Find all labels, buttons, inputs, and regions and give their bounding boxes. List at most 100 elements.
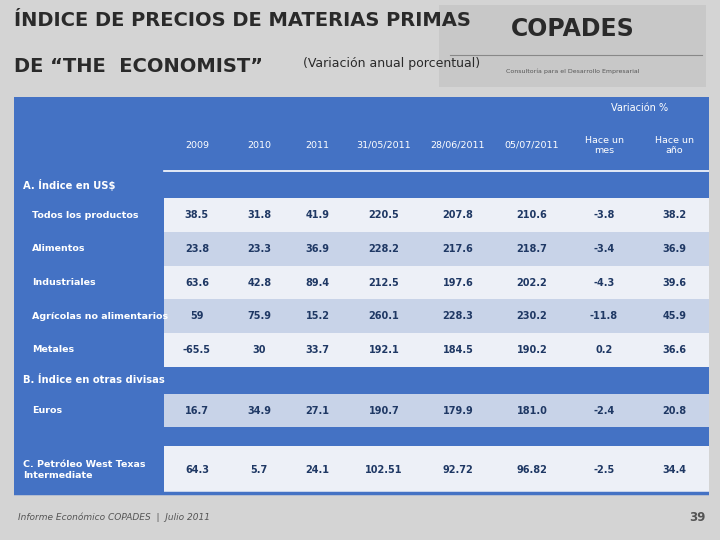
Text: 42.8: 42.8 [247,278,271,287]
Text: COPADES: COPADES [510,17,634,42]
Text: Industriales: Industriales [32,278,95,287]
Bar [439,5,706,87]
Text: 228.2: 228.2 [369,244,400,254]
Bar [14,97,709,120]
Text: -11.8: -11.8 [590,311,618,321]
Bar [163,299,709,333]
Text: 39.6: 39.6 [662,278,686,287]
Text: 38.2: 38.2 [662,210,686,220]
Text: 184.5: 184.5 [443,345,473,355]
Text: A. Índice en US$: A. Índice en US$ [23,179,115,191]
Bar [14,333,163,367]
Bar [163,266,709,299]
Bar [14,446,163,494]
Text: 34.9: 34.9 [247,406,271,416]
Text: 64.3: 64.3 [185,465,209,475]
Text: 31/05/2011: 31/05/2011 [356,141,411,150]
Text: -4.3: -4.3 [593,278,615,287]
Text: 190.7: 190.7 [369,406,400,416]
Text: 39: 39 [689,511,706,524]
Text: 181.0: 181.0 [516,406,547,416]
Text: Informe Económico COPADES  |  Julio 2011: Informe Económico COPADES | Julio 2011 [18,513,210,523]
Text: Hace un
mes: Hace un mes [585,136,624,155]
Text: 217.6: 217.6 [443,244,473,254]
Text: C. Petróleo West Texas
Intermediate: C. Petróleo West Texas Intermediate [23,460,145,480]
Text: Consultoría para el Desarrollo Empresarial: Consultoría para el Desarrollo Empresari… [505,69,639,75]
Text: -3.8: -3.8 [593,210,615,220]
Text: 2011: 2011 [306,141,330,150]
Text: 2010: 2010 [247,141,271,150]
Text: 24.1: 24.1 [306,465,330,475]
Bar [14,198,163,232]
Text: B. Índice en otras divisas: B. Índice en otras divisas [23,375,164,385]
Bar [14,171,709,198]
Text: 16.7: 16.7 [185,406,209,416]
Text: 192.1: 192.1 [369,345,400,355]
Text: 212.5: 212.5 [369,278,400,287]
Text: 92.72: 92.72 [443,465,473,475]
Text: Euros: Euros [32,406,62,415]
Text: -65.5: -65.5 [183,345,211,355]
Text: Metales: Metales [32,346,74,354]
Text: 220.5: 220.5 [369,210,400,220]
Text: 5.7: 5.7 [251,465,268,475]
Text: ÍNDICE DE PRECIOS DE MATERIAS PRIMAS: ÍNDICE DE PRECIOS DE MATERIAS PRIMAS [14,11,472,30]
Text: 202.2: 202.2 [516,278,547,287]
Text: Hace un
año: Hace un año [654,136,693,155]
Bar [163,198,709,232]
Text: 28/06/2011: 28/06/2011 [431,141,485,150]
Text: 27.1: 27.1 [306,406,330,416]
Text: 210.6: 210.6 [516,210,547,220]
Text: -2.5: -2.5 [593,465,615,475]
Text: Variación %: Variación % [611,104,667,113]
Text: 2009: 2009 [185,141,209,150]
Text: 23.8: 23.8 [185,244,209,254]
Text: Todos los productos: Todos los productos [32,211,138,220]
Text: 230.2: 230.2 [516,311,547,321]
Text: 34.4: 34.4 [662,465,686,475]
Text: Agrícolas no alimentarios: Agrícolas no alimentarios [32,312,168,321]
Text: 96.82: 96.82 [516,465,547,475]
Text: 41.9: 41.9 [306,210,330,220]
Text: 20.8: 20.8 [662,406,686,416]
Bar [163,446,709,494]
Text: 179.9: 179.9 [443,406,473,416]
Bar [163,394,709,428]
Bar [14,428,709,446]
Bar [14,120,709,171]
Text: 59: 59 [190,311,204,321]
Text: 45.9: 45.9 [662,311,686,321]
Text: 63.6: 63.6 [185,278,209,287]
Text: 31.8: 31.8 [247,210,271,220]
Bar [163,232,709,266]
Bar [14,299,163,333]
Text: (Variación anual porcentual): (Variación anual porcentual) [299,57,480,70]
Text: 0.2: 0.2 [595,345,613,355]
Text: -3.4: -3.4 [593,244,615,254]
Text: 207.8: 207.8 [443,210,473,220]
Text: 23.3: 23.3 [247,244,271,254]
Text: 38.5: 38.5 [185,210,209,220]
Text: 05/07/2011: 05/07/2011 [505,141,559,150]
Bar [14,367,709,394]
Text: 33.7: 33.7 [306,345,330,355]
Text: Alimentos: Alimentos [32,244,85,253]
Text: 197.6: 197.6 [443,278,473,287]
Text: 36.6: 36.6 [662,345,686,355]
Text: -2.4: -2.4 [593,406,615,416]
Text: 190.2: 190.2 [516,345,547,355]
Text: 260.1: 260.1 [369,311,400,321]
Text: DE “THE  ECONOMIST”: DE “THE ECONOMIST” [14,57,264,76]
Bar [14,232,163,266]
Text: 30: 30 [253,345,266,355]
Text: 75.9: 75.9 [247,311,271,321]
Bar [163,333,709,367]
Text: 228.3: 228.3 [443,311,473,321]
Text: 36.9: 36.9 [662,244,686,254]
Bar [14,266,163,299]
Bar [14,394,163,428]
Text: 218.7: 218.7 [516,244,547,254]
Text: 15.2: 15.2 [306,311,330,321]
Text: 102.51: 102.51 [365,465,402,475]
Text: 89.4: 89.4 [305,278,330,287]
